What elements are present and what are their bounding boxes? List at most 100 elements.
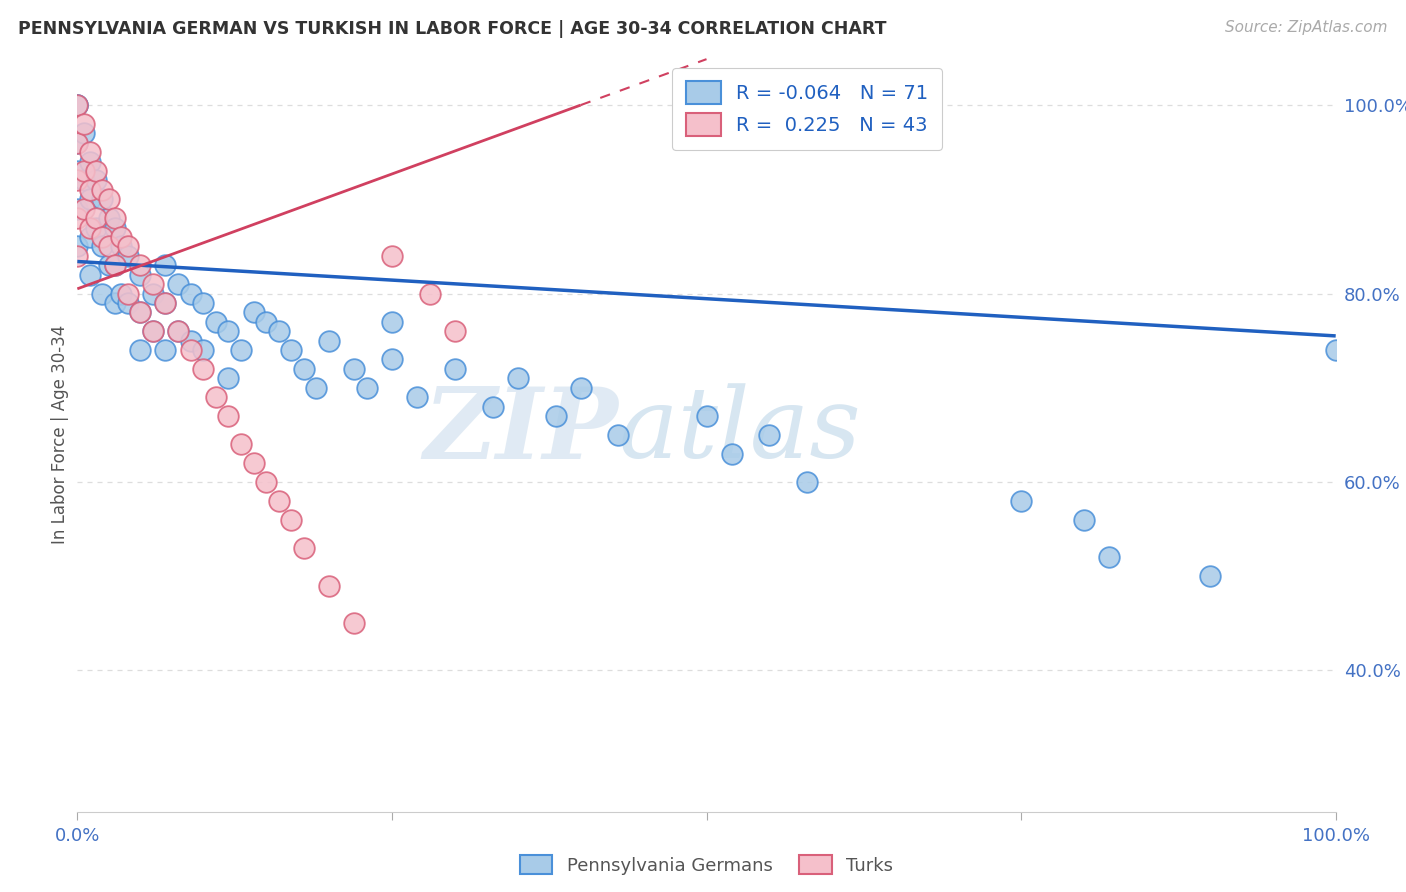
Point (91, 239, 114, 253)
Point (91, 230, 114, 244)
Point (66, 239, 89, 253)
Point (79, 192, 101, 206)
Point (91, 286, 114, 301)
Point (66, 136, 89, 150)
Point (104, 258, 127, 272)
Point (79, 183, 101, 197)
Point (696, 409, 718, 423)
Point (481, 400, 503, 414)
Point (343, 362, 366, 376)
Point (84, 211, 107, 226)
Point (104, 220, 127, 235)
Point (506, 371, 529, 385)
Point (84, 173, 107, 187)
Point (104, 211, 127, 226)
Point (720, 447, 742, 461)
Point (1010, 493, 1032, 508)
Point (91, 183, 114, 197)
Point (97, 211, 120, 226)
Point (79, 145, 101, 160)
Point (155, 343, 177, 357)
Point (796, 475, 818, 489)
Point (129, 305, 152, 319)
Point (66, 136, 89, 150)
Text: Source: ZipAtlas.com: Source: ZipAtlas.com (1225, 20, 1388, 35)
Point (167, 277, 190, 291)
Point (129, 268, 152, 282)
Point (254, 475, 277, 489)
Point (356, 381, 378, 395)
Text: ZIP: ZIP (423, 383, 619, 479)
Point (110, 286, 132, 301)
Point (84, 220, 107, 235)
Point (318, 334, 340, 348)
Point (66, 173, 89, 187)
Point (1073, 513, 1095, 527)
Point (79, 230, 101, 244)
Point (79, 220, 101, 235)
Text: atlas: atlas (619, 384, 862, 479)
Point (104, 296, 127, 310)
Point (79, 154, 101, 169)
Point (292, 541, 315, 555)
Point (72, 164, 94, 178)
Point (204, 315, 226, 329)
Point (569, 381, 592, 395)
Point (191, 296, 215, 310)
Point (79, 268, 101, 282)
Point (142, 324, 165, 338)
Legend: Pennsylvania Germans, Turks: Pennsylvania Germans, Turks (512, 848, 901, 882)
Point (117, 286, 139, 301)
Point (72, 202, 94, 216)
Point (72, 117, 94, 131)
Point (242, 456, 264, 470)
Point (117, 239, 139, 253)
Point (129, 258, 152, 272)
Point (129, 305, 152, 319)
Text: PENNSYLVANIA GERMAN VS TURKISH IN LABOR FORCE | AGE 30-34 CORRELATION CHART: PENNSYLVANIA GERMAN VS TURKISH IN LABOR … (18, 20, 887, 37)
Point (180, 286, 202, 301)
Point (110, 239, 132, 253)
Point (104, 258, 127, 272)
Point (155, 258, 177, 272)
Point (1098, 550, 1121, 565)
Point (292, 362, 315, 376)
Point (180, 343, 202, 357)
Point (544, 409, 567, 423)
Point (204, 390, 226, 404)
Point (142, 324, 165, 338)
Point (1199, 569, 1222, 583)
Y-axis label: In Labor Force | Age 30-34: In Labor Force | Age 30-34 (51, 326, 69, 544)
Point (66, 98, 89, 112)
Point (155, 296, 177, 310)
Point (167, 324, 190, 338)
Point (280, 343, 302, 357)
Point (97, 258, 120, 272)
Point (97, 239, 120, 253)
Point (117, 249, 139, 263)
Point (381, 249, 404, 263)
Point (267, 324, 290, 338)
Point (381, 315, 404, 329)
Point (167, 324, 190, 338)
Point (66, 211, 89, 226)
Point (280, 513, 302, 527)
Point (66, 98, 89, 112)
Point (242, 305, 264, 319)
Point (229, 437, 252, 451)
Point (406, 390, 429, 404)
Point (72, 127, 94, 141)
Point (97, 192, 120, 206)
Point (607, 428, 630, 442)
Point (267, 493, 290, 508)
Point (66, 164, 89, 178)
Point (254, 315, 277, 329)
Point (758, 428, 780, 442)
Point (142, 277, 165, 291)
Point (343, 616, 366, 631)
Point (72, 173, 94, 187)
Point (217, 371, 239, 385)
Point (66, 202, 89, 216)
Point (84, 164, 107, 178)
Point (419, 286, 441, 301)
